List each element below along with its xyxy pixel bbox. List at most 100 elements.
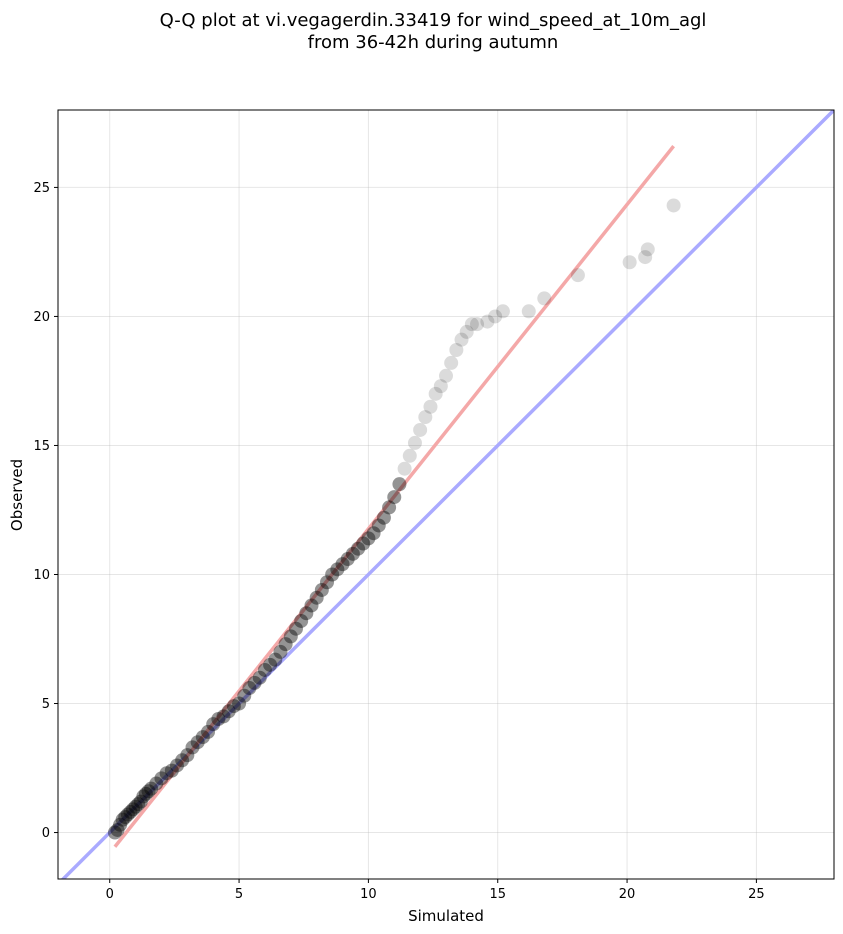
qq-point — [407, 435, 422, 450]
qq-point — [288, 621, 303, 636]
qq-point — [278, 637, 293, 652]
qq-point — [376, 510, 391, 525]
qq-point — [211, 712, 226, 727]
qq-point — [247, 675, 262, 690]
x-tick-label: 20 — [619, 887, 636, 902]
qq-point — [361, 531, 376, 546]
qq-point — [180, 748, 195, 763]
qq-point — [351, 541, 366, 556]
qq-point — [622, 255, 637, 270]
fit-line — [113, 145, 675, 848]
qq-point — [371, 518, 386, 533]
qq-point — [495, 304, 510, 319]
y-tick-label: 15 — [33, 439, 50, 454]
qq-point — [175, 753, 190, 768]
qq-point — [304, 598, 319, 613]
scatter-points — [107, 198, 681, 840]
qq-point — [206, 717, 221, 732]
qq-point — [128, 799, 143, 814]
x-axis-label: Simulated — [408, 907, 484, 925]
qq-point — [257, 662, 272, 677]
qq-point — [397, 461, 412, 476]
y-axis-ticks: 0 5 10 15 20 25 — [33, 181, 58, 841]
qq-point — [433, 379, 448, 394]
qq-point — [449, 342, 464, 357]
qq-point — [335, 557, 350, 572]
qq-point — [136, 789, 151, 804]
qq-point — [314, 582, 329, 597]
qq-point — [190, 735, 205, 750]
qq-point — [120, 807, 135, 822]
qq-point — [439, 368, 453, 383]
qq-point — [169, 758, 184, 773]
y-tick-label: 10 — [33, 568, 50, 583]
qq-point — [366, 526, 381, 541]
qq-point — [195, 730, 210, 745]
qq-point — [149, 776, 164, 791]
qq-point — [423, 399, 438, 414]
qq-point — [263, 657, 278, 672]
qq-point — [320, 575, 335, 590]
qq-point — [382, 500, 397, 515]
qq-point — [459, 324, 474, 339]
qq-point — [126, 802, 141, 817]
qq-point — [309, 590, 324, 605]
qq-point — [154, 771, 169, 786]
qq-point — [110, 822, 125, 837]
qq-point — [413, 422, 428, 437]
qq-point — [164, 763, 179, 778]
qq-point — [283, 629, 298, 644]
x-tick-label: 10 — [360, 887, 377, 902]
qq-point — [216, 709, 231, 724]
qq-point — [237, 688, 252, 703]
qq-point — [470, 317, 485, 332]
qq-point — [118, 810, 133, 825]
qq-point — [638, 250, 653, 265]
qq-point — [221, 704, 236, 719]
qq-point — [113, 817, 128, 832]
y-tick-label: 0 — [42, 826, 50, 841]
chart-title-line-1: Q-Q plot at vi.vegagerdin.33419 for wind… — [160, 10, 707, 31]
y-axis-label: Observed — [8, 459, 26, 531]
chart-title-line-2: from 36-42h during autumn — [308, 32, 559, 53]
qq-point — [387, 490, 402, 505]
qq-point — [570, 268, 585, 283]
qq-point — [159, 766, 174, 781]
qq-point — [185, 740, 200, 755]
qq-point — [392, 477, 407, 492]
qq-point — [330, 562, 345, 577]
qq-point — [294, 613, 309, 628]
y-tick-label: 5 — [42, 697, 50, 712]
qq-point — [133, 794, 148, 809]
qq-point — [268, 652, 283, 667]
qq-point — [480, 314, 495, 329]
qq-point — [131, 797, 146, 812]
qq-point — [402, 448, 417, 463]
qq-point — [340, 552, 355, 567]
qq-point — [138, 786, 153, 801]
x-tick-label: 5 — [235, 887, 243, 902]
qq-point — [273, 644, 288, 659]
y-tick-label: 20 — [33, 310, 50, 325]
reference-lines — [60, 110, 834, 879]
qq-point — [299, 606, 314, 621]
qq-point — [325, 567, 340, 582]
qq-point — [418, 410, 433, 425]
qq-point — [345, 546, 360, 561]
qq-point — [201, 724, 216, 739]
qq-point — [252, 670, 267, 685]
plot-frame — [57, 109, 835, 880]
qq-point — [107, 825, 122, 840]
qq-point — [428, 386, 443, 401]
qq-point — [226, 699, 241, 714]
grid — [58, 110, 834, 879]
qq-point — [144, 781, 159, 796]
qq-point — [537, 291, 552, 306]
x-tick-label: 0 — [106, 887, 114, 902]
qq-point — [115, 812, 130, 827]
qq-point — [444, 355, 459, 370]
qq-point — [232, 696, 247, 711]
x-tick-label: 25 — [748, 887, 765, 902]
qq-point — [141, 784, 156, 799]
